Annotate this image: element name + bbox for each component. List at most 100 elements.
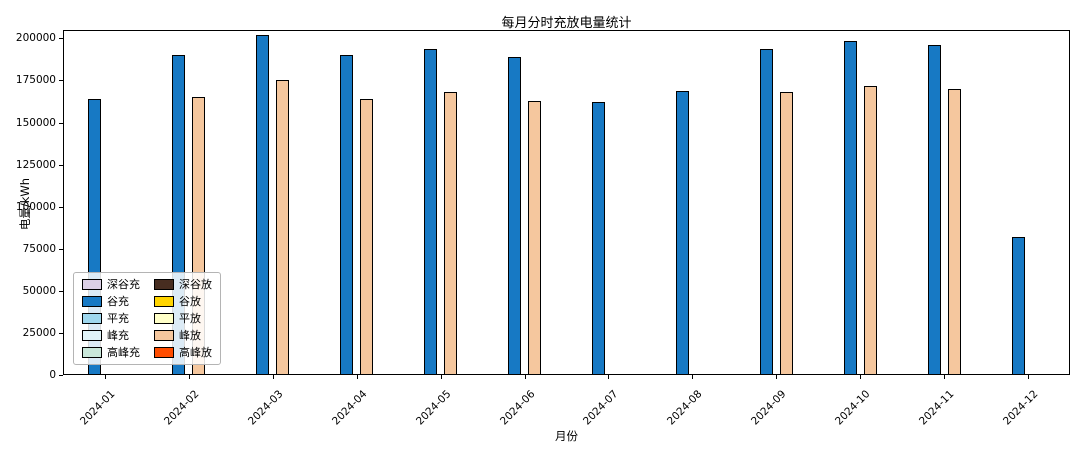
- y-tick-mark: [59, 206, 63, 208]
- x-tick-mark: [860, 375, 862, 379]
- x-tick-label: 2024-12: [1001, 382, 1076, 428]
- legend-label: 平放: [179, 312, 201, 325]
- x-tick-mark: [272, 375, 274, 379]
- x-tick-label-text: 2024-10: [833, 388, 873, 428]
- y-tick-mark: [59, 290, 63, 292]
- legend-swatch-icon: [82, 279, 102, 290]
- bar-谷充-2024-06: [508, 56, 522, 375]
- x-tick-mark: [1028, 375, 1030, 379]
- legend-swatch-icon: [154, 296, 174, 307]
- legend-entry: 谷放: [154, 295, 212, 308]
- bar-谷充-2024-04: [340, 55, 354, 375]
- legend-label: 谷放: [179, 295, 201, 308]
- legend-swatch-icon: [154, 313, 174, 324]
- x-tick-label: 2024-02: [162, 382, 237, 428]
- legend-entry: 深谷充: [82, 278, 140, 291]
- bar-峰放-2024-09: [779, 92, 793, 375]
- y-tick-label: 0: [49, 369, 56, 381]
- x-tick-mark: [440, 375, 442, 379]
- legend-entry: 谷充: [82, 295, 140, 308]
- y-tick-label: 75000: [22, 242, 56, 255]
- y-tick-label: 200000: [15, 32, 56, 45]
- legend-label: 高峰充: [107, 346, 140, 359]
- legend-entry: 深谷放: [154, 278, 212, 291]
- x-tick-mark: [944, 375, 946, 379]
- x-tick-label-text: 2024-07: [581, 388, 621, 428]
- x-tick-label-text: 2024-05: [413, 388, 454, 428]
- bar-谷充-2024-08: [675, 91, 689, 375]
- legend-label: 深谷放: [179, 278, 212, 291]
- legend-label: 高峰放: [179, 346, 212, 359]
- legend-label: 平充: [107, 312, 129, 325]
- bar-谷充-2024-03: [256, 35, 270, 375]
- legend-entry: 峰充: [82, 329, 140, 342]
- legend-label: 深谷充: [107, 278, 140, 291]
- x-tick-label: 2024-08: [665, 382, 740, 428]
- legend-entry: 平充: [82, 312, 140, 325]
- x-tick-mark: [692, 375, 694, 379]
- x-tick-label-text: 2024-09: [749, 388, 789, 428]
- legend-swatch-icon: [82, 347, 102, 358]
- bar-峰放-2024-10: [863, 85, 877, 375]
- y-tick-mark: [59, 38, 63, 40]
- x-tick-label-text: 2024-08: [665, 388, 705, 428]
- legend-entry: 高峰放: [154, 346, 212, 359]
- x-tick-mark: [608, 375, 610, 379]
- legend-swatch-icon: [154, 347, 174, 358]
- x-tick-mark: [524, 375, 526, 379]
- legend-swatch-icon: [82, 330, 102, 341]
- x-tick-label: 2024-11: [917, 382, 992, 428]
- y-tick-label: 175000: [15, 74, 56, 87]
- y-tick-label: 150000: [15, 116, 56, 129]
- x-tick-label-text: 2024-03: [245, 388, 286, 428]
- x-tick-label: 2024-05: [414, 382, 489, 428]
- y-tick-mark: [59, 122, 63, 124]
- x-tick-label: 2024-01: [78, 382, 153, 428]
- x-tick-label: 2024-10: [833, 382, 908, 428]
- legend-swatch-icon: [154, 279, 174, 290]
- x-tick-mark: [188, 375, 190, 379]
- y-tick-mark: [59, 164, 63, 166]
- y-tick-label: 50000: [22, 284, 56, 297]
- x-tick-label-text: 2024-04: [329, 388, 370, 428]
- bar-峰放-2024-05: [444, 92, 458, 375]
- legend-label: 峰放: [179, 329, 201, 342]
- bar-谷充-2024-10: [843, 40, 857, 375]
- x-tick-label-text: 2024-06: [497, 388, 538, 428]
- legend-swatch-icon: [82, 296, 102, 307]
- x-tick-mark: [356, 375, 358, 379]
- x-axis-label: 月份: [555, 429, 578, 443]
- legend-entry: 高峰充: [82, 346, 140, 359]
- legend-swatch-icon: [154, 330, 174, 341]
- x-tick-mark: [776, 375, 778, 379]
- x-tick-label-text: 2024-02: [161, 388, 202, 428]
- y-tick-label: 25000: [22, 326, 56, 339]
- bar-谷充-2024-09: [759, 48, 773, 375]
- x-tick-label-text: 2024-01: [77, 388, 118, 428]
- y-tick-mark: [59, 375, 63, 376]
- y-tick-label: 100000: [15, 200, 56, 213]
- chart-legend: 深谷充谷充平充峰充高峰充 深谷放谷放平放峰放高峰放: [73, 272, 221, 365]
- x-tick-label: 2024-07: [581, 382, 656, 428]
- bar-峰放-2024-03: [276, 80, 290, 375]
- bar-谷充-2024-11: [927, 45, 941, 375]
- bar-谷充-2024-12: [1011, 237, 1025, 375]
- plot-area: [63, 30, 1070, 375]
- legend-swatch-icon: [82, 313, 102, 324]
- x-tick-label: 2024-03: [246, 382, 321, 428]
- y-tick-label: 125000: [15, 158, 56, 171]
- legend-entry: 平放: [154, 312, 212, 325]
- x-tick-label: 2024-04: [330, 382, 405, 428]
- bar-峰放-2024-04: [360, 99, 374, 375]
- chart-title: 每月分时充放电量统计: [501, 16, 632, 31]
- x-tick-mark: [104, 375, 106, 379]
- legend-label: 峰充: [107, 329, 129, 342]
- bar-峰放-2024-11: [947, 88, 961, 375]
- y-tick-mark: [59, 332, 63, 334]
- y-tick-mark: [59, 248, 63, 250]
- x-tick-label: 2024-06: [498, 382, 573, 428]
- legend-label: 谷充: [107, 295, 129, 308]
- x-tick-label-text: 2024-12: [1001, 388, 1041, 428]
- bar-谷充-2024-05: [424, 48, 438, 375]
